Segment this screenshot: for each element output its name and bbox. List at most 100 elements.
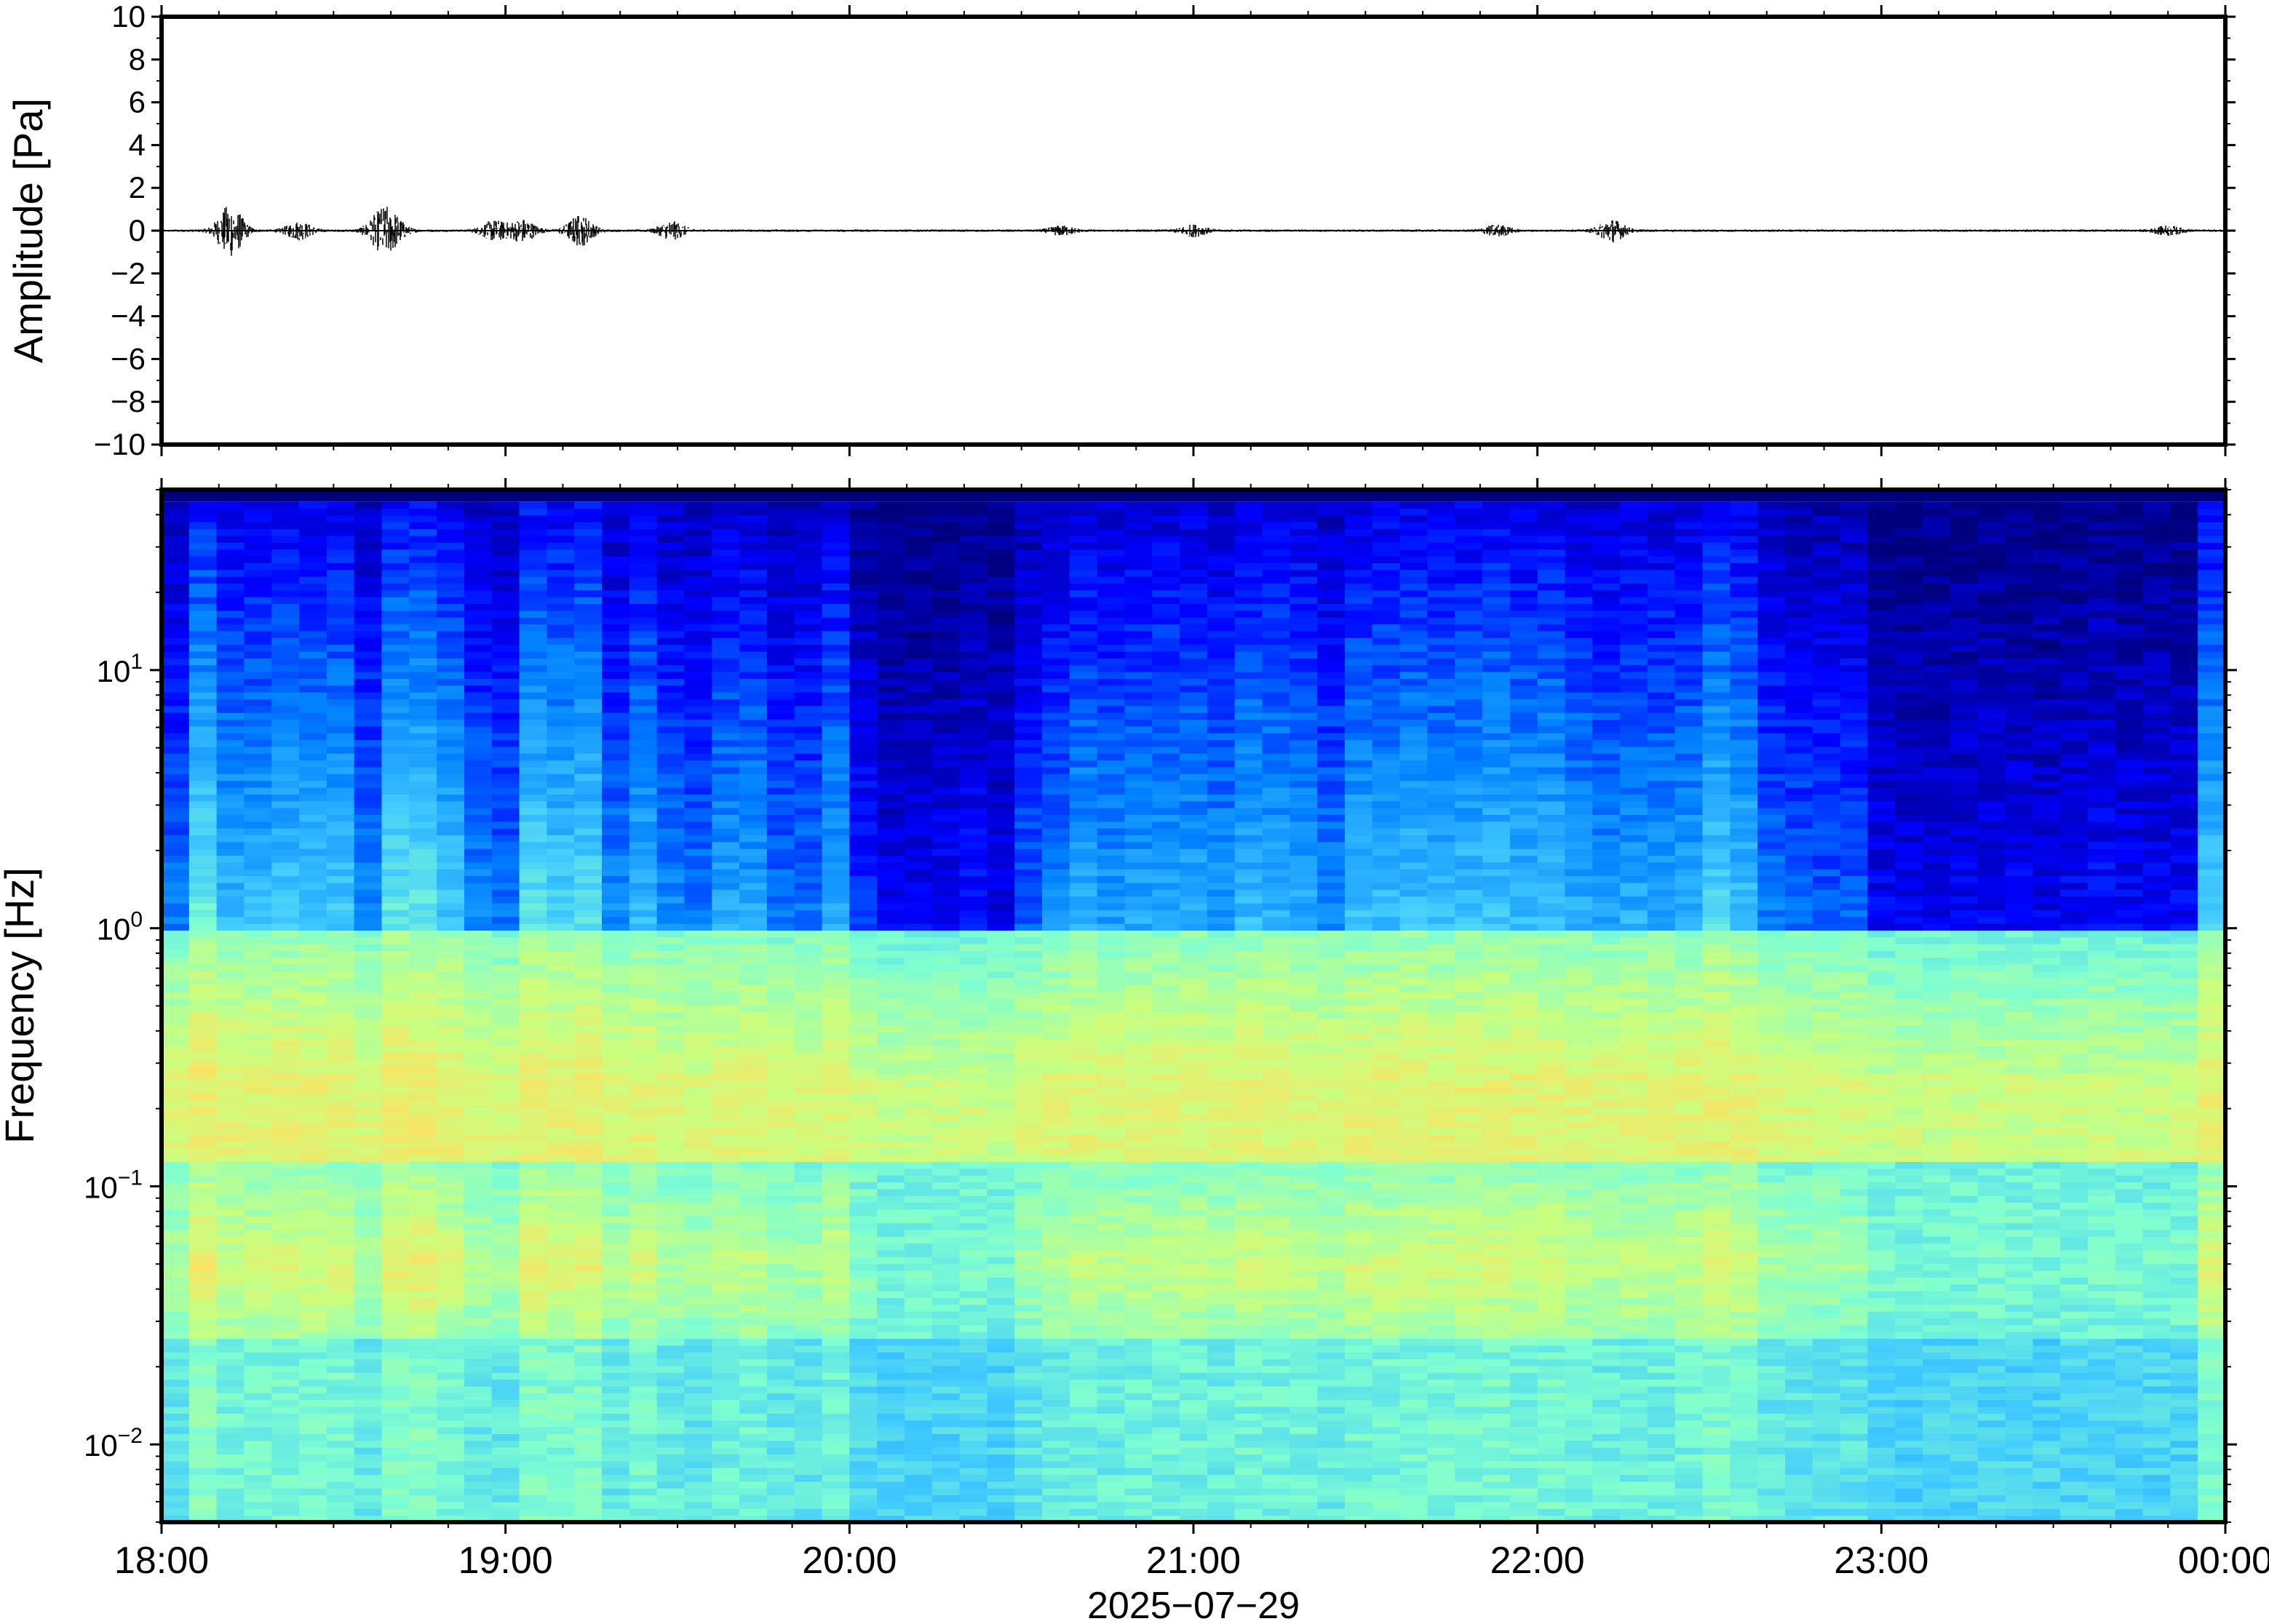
spectrogram-cell: [381, 1155, 410, 1162]
spectrogram-cell: [1042, 1345, 1070, 1353]
spectrogram-cell: [684, 658, 712, 666]
spectrogram-cell: [437, 1080, 465, 1088]
spectrogram-cell: [519, 1093, 547, 1101]
spectrogram-cell: [244, 528, 272, 536]
spectrogram-cell: [162, 794, 190, 802]
spectrogram-cell: [904, 1481, 933, 1489]
spectrogram-cell: [574, 1447, 603, 1455]
spectrogram-cell: [381, 1304, 410, 1312]
spectrogram-cell: [519, 1379, 547, 1387]
spectrogram-cell: [464, 1420, 493, 1428]
spectrogram-cell: [547, 678, 575, 686]
spectrogram-cell: [794, 725, 823, 733]
spectrogram-cell: [244, 1005, 272, 1013]
spectrogram-cell: [381, 1358, 410, 1366]
spectrogram-cell: [602, 1202, 630, 1210]
spectrogram-cell: [629, 712, 658, 720]
spectrogram-cell: [931, 977, 961, 985]
spectrogram-cell: [1014, 1182, 1043, 1190]
spectrogram-cell: [739, 1501, 768, 1509]
spectrogram-cell: [987, 589, 1015, 597]
spectrogram-cell: [271, 1222, 300, 1230]
spectrogram-cell: [547, 535, 575, 543]
spectrogram-cell: [987, 869, 1015, 877]
spectrogram-cell: [244, 692, 272, 700]
spectrogram-cell: [464, 712, 493, 720]
spectrogram-cell: [629, 1318, 658, 1326]
spectrogram-cell: [547, 528, 575, 536]
spectrogram-cell: [437, 1175, 465, 1183]
spectrogram-cell: [931, 650, 961, 658]
spectrogram-cell: [437, 998, 465, 1006]
spectrogram-cell: [354, 1372, 383, 1380]
spectrogram-cell: [409, 1494, 437, 1502]
spectrogram-cell: [491, 1080, 520, 1088]
spectrogram-cell: [574, 1202, 603, 1210]
spectrogram-cell: [326, 658, 355, 666]
spectrogram-cell: [464, 1338, 493, 1346]
spectrogram-cell: [491, 514, 520, 522]
spectrogram-cell: [987, 1141, 1015, 1149]
spectrogram-cell: [766, 733, 795, 741]
spectrogram-cell: [987, 1427, 1015, 1435]
spectrogram-cell: [959, 1304, 988, 1312]
spectrogram-cell: [188, 1494, 218, 1502]
spectrogram-cell: [656, 1318, 686, 1326]
spectrogram-cell: [739, 1277, 768, 1285]
spectrogram-cell: [271, 617, 300, 625]
spectrogram-cell: [739, 984, 768, 992]
spectrogram-cell: [739, 1175, 768, 1183]
spectrogram-cell: [271, 1263, 300, 1271]
spectrogram-cell: [519, 1202, 547, 1210]
spectrogram-cell: [602, 1127, 630, 1135]
spectrogram-cell: [1014, 930, 1043, 938]
spectrogram-cell: [381, 1488, 410, 1496]
spectrogram-cell: [244, 1229, 272, 1237]
spectrogram-cell: [574, 930, 603, 938]
spectrogram-cell: [491, 1406, 520, 1414]
spectrogram-cell: [216, 936, 245, 944]
spectrogram-cell: [437, 808, 465, 816]
spectrogram-cell: [574, 1134, 603, 1142]
spectrogram-cell: [409, 1032, 437, 1040]
spectrogram-cell: [987, 1379, 1015, 1387]
spectrogram-cell: [216, 861, 245, 869]
spectrogram-cell: [629, 1352, 658, 1360]
spectrogram-cell: [987, 1413, 1015, 1421]
spectrogram-cell: [491, 508, 520, 516]
spectrogram-cell: [739, 589, 768, 597]
spectrogram-cell: [271, 712, 300, 720]
spectrogram-cell: [381, 1141, 410, 1149]
spectrogram-cell: [354, 1283, 383, 1291]
spectrogram-cell: [712, 944, 740, 952]
spectrogram-cell: [326, 1427, 355, 1435]
spectrogram-cell: [244, 569, 272, 577]
spectrogram-cell: [162, 1345, 190, 1353]
spectrogram-cell: [216, 1345, 245, 1353]
spectrogram-cell: [739, 1005, 768, 1013]
spectrogram-cell: [684, 1052, 712, 1060]
spectrogram-cell: [849, 1358, 878, 1366]
spectrogram-cell: [987, 1093, 1015, 1101]
spectrogram-cell: [326, 542, 355, 550]
spectrogram-cell: [271, 630, 300, 638]
spectrogram-cell: [712, 1345, 740, 1353]
spectrogram-cell: [739, 1345, 768, 1353]
spectrogram-cell: [299, 1501, 327, 1509]
spectrogram-cell: [244, 1447, 272, 1455]
spectrogram-cell: [437, 692, 465, 700]
spectrogram-cell: [547, 1229, 575, 1237]
spectrogram-cell: [464, 1168, 493, 1176]
spectrogram-cell: [959, 725, 988, 733]
spectrogram-cell: [1014, 576, 1043, 584]
spectrogram-cell: [849, 1277, 878, 1285]
spectrogram-cell: [354, 1291, 383, 1298]
spectrogram-cell: [629, 848, 658, 856]
spectrogram-cell: [244, 1440, 272, 1448]
spectrogram-cell: [904, 950, 933, 958]
spectrogram-cell: [547, 780, 575, 788]
spectrogram-cell: [629, 1100, 658, 1108]
spectrogram-cell: [519, 1488, 547, 1496]
spectrogram-cell: [931, 603, 961, 611]
